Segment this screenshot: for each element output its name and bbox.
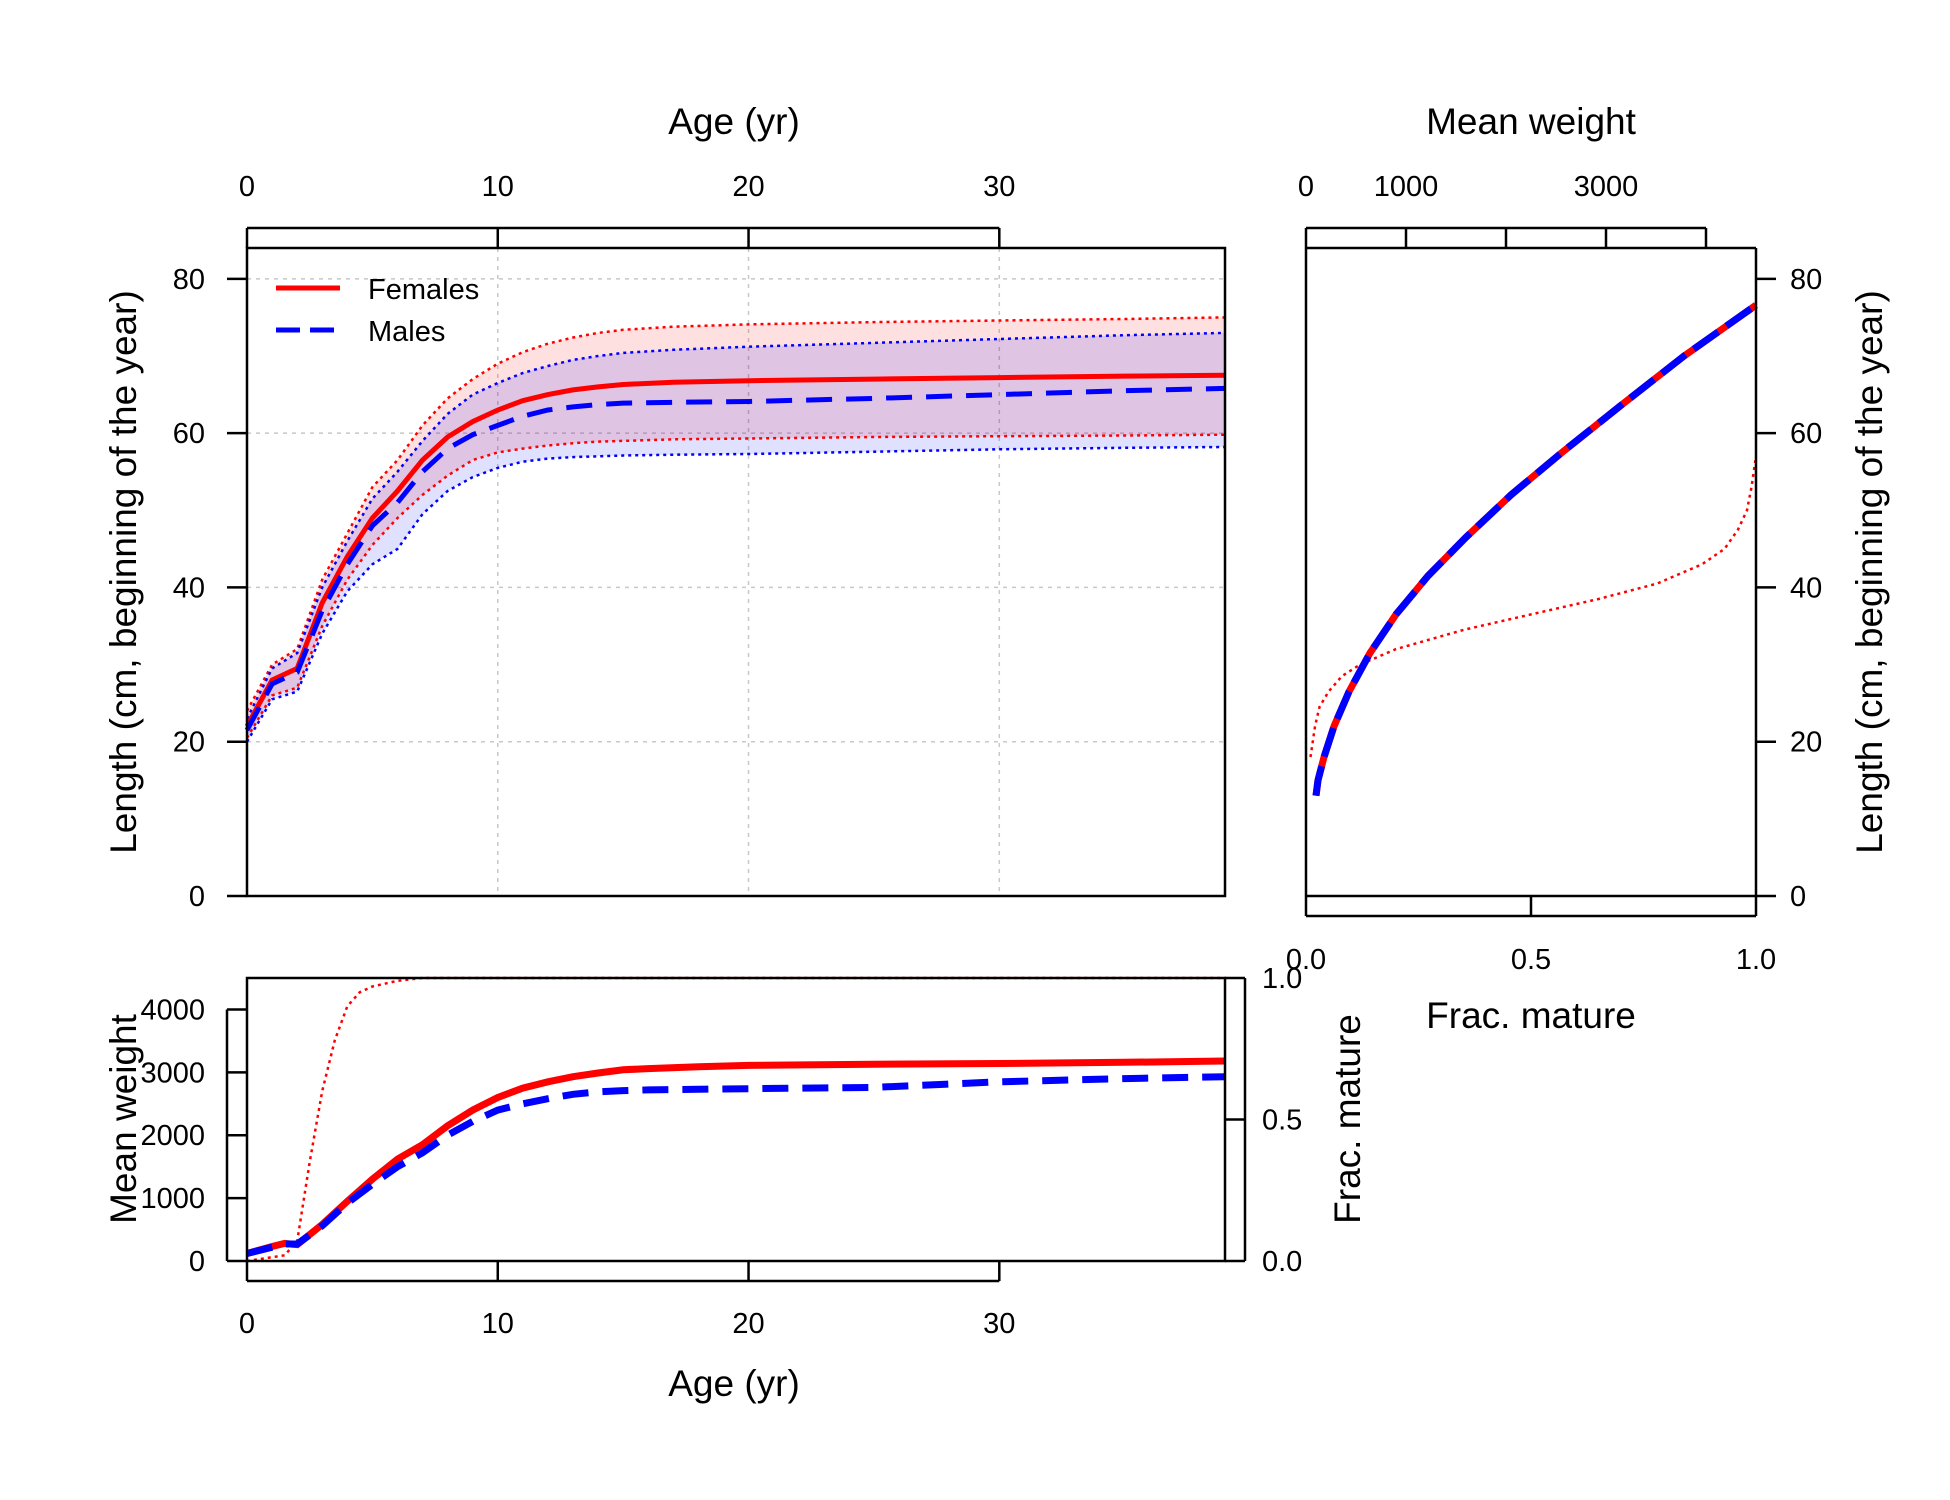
top-x-axis-title: Mean weight: [1426, 101, 1637, 142]
legend: Females Males: [276, 274, 479, 348]
y-tick-label: 0: [189, 1246, 205, 1278]
males-weight-line: [246, 1073, 1226, 1257]
y-right-tick-label: 80: [1790, 264, 1822, 296]
x-tick-label: 10: [482, 1308, 514, 1340]
x-tick-label: 0: [239, 171, 255, 203]
bottom-x-axis-title: Age (yr): [668, 1363, 800, 1404]
top-x-axis-title: Age (yr): [668, 101, 800, 142]
females-upper-ci-line: [245, 316, 1226, 712]
y-tick-label: 80: [173, 264, 205, 296]
x-tick-label: 20: [732, 1308, 764, 1340]
maturity-at-length-line: [1309, 456, 1758, 758]
x-top-tick-label: 1000: [1374, 171, 1439, 203]
y-tick-label: 1000: [140, 1183, 205, 1215]
males-upper-ci-line: [245, 331, 1226, 720]
y-right-tick-label: 0: [1790, 881, 1806, 913]
y-right-tick-label: 20: [1790, 727, 1822, 759]
x-tick-label: 1.0: [1736, 944, 1776, 976]
y-right-tick-label: 1.0: [1262, 963, 1302, 995]
left-y-axis-title: Mean weight: [103, 1013, 144, 1224]
grid-lines: [247, 248, 1225, 896]
y-tick-label: 20: [173, 727, 205, 759]
axis-ticks: 0 10 20 30 0 1000 2000 3000 4000 0.0 0.5 1.0: [140, 963, 1302, 1340]
y-right-tick-label: 0.5: [1262, 1105, 1302, 1137]
legend-females-label: Females: [368, 274, 479, 306]
males-length-line: [244, 385, 1226, 732]
plot-frame: [245, 976, 1227, 1263]
x-tick-label: 30: [983, 171, 1015, 203]
females-weight-at-length-line: [1312, 302, 1759, 797]
females-weight-line: [246, 1057, 1226, 1257]
axis-ticks: 0 1000 3000 0.0 0.5 1.0 0 20 40 60 80: [1286, 171, 1822, 976]
x-tick-label: 0.5: [1511, 944, 1551, 976]
legend-males-label: Males: [368, 316, 445, 348]
right-y-axis-title: Frac. mature: [1327, 1014, 1368, 1224]
x-tick-label: 10: [482, 171, 514, 203]
right-y-axis-title: Length (cm, beginning of the year): [1849, 290, 1890, 854]
x-top-tick-label: 3000: [1574, 171, 1639, 203]
females-maturity-line: [246, 976, 1225, 1263]
males-lower-ci-line: [245, 445, 1226, 743]
y-tick-label: 3000: [140, 1057, 205, 1089]
males-weight-at-length-line: [1312, 302, 1759, 797]
males-ci-band: [247, 332, 1225, 742]
x-tick-label: 30: [983, 1308, 1015, 1340]
y-right-tick-label: 40: [1790, 572, 1822, 604]
x-tick-label: 0: [239, 1308, 255, 1340]
x-tick-label: 0.0: [1286, 944, 1326, 976]
y-tick-label: 60: [173, 418, 205, 450]
y-tick-label: 40: [173, 572, 205, 604]
weight-at-age-panel: 0 10 20 30 0 1000 2000 3000 4000 0.0 0.5 1.0 Age (y…: [103, 963, 1368, 1404]
females-ci-band: [247, 317, 1225, 738]
x-top-tick-label: 0: [1298, 171, 1314, 203]
plot-frame: [245, 246, 1227, 898]
females-lower-ci-line: [245, 433, 1226, 739]
x-tick-label: 20: [732, 171, 764, 203]
y-right-tick-label: 60: [1790, 418, 1822, 450]
bottom-x-axis-title: Frac. mature: [1426, 995, 1636, 1036]
left-y-axis-title: Length (cm, beginning of the year): [103, 290, 144, 854]
axis-ticks: 0 10 20 30 0 20 40 60 80: [173, 171, 1016, 913]
y-tick-label: 2000: [140, 1120, 205, 1152]
y-right-tick-label: 0.0: [1262, 1246, 1302, 1278]
y-tick-label: 0: [189, 881, 205, 913]
y-tick-label: 4000: [140, 994, 205, 1026]
females-length-line: [244, 372, 1226, 728]
